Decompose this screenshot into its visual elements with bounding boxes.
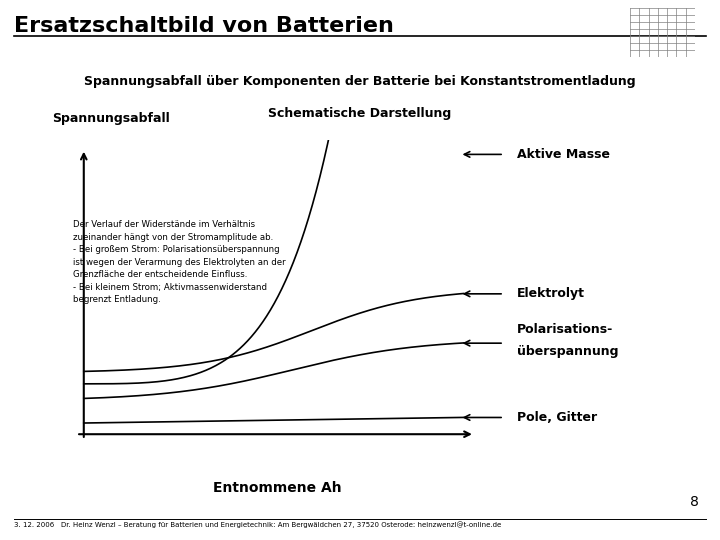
Text: Aktive Masse: Aktive Masse bbox=[517, 148, 610, 161]
Text: Der Verlauf der Widerstände im Verhältnis
zueinander hängt von der Stromamplitud: Der Verlauf der Widerstände im Verhältni… bbox=[73, 220, 286, 305]
Text: Elektrolyt: Elektrolyt bbox=[517, 287, 585, 300]
Text: Polarisations-: Polarisations- bbox=[517, 323, 613, 336]
Text: Spannungsabfall: Spannungsabfall bbox=[53, 112, 170, 125]
Text: Schematische Darstellung: Schematische Darstellung bbox=[269, 107, 451, 120]
Text: 3. 12. 2006: 3. 12. 2006 bbox=[14, 522, 55, 528]
Text: Entnommene Ah: Entnommene Ah bbox=[213, 481, 341, 495]
Text: Dr. Heinz Wenzl – Beratung für Batterien und Energietechnik: Am Bergwäldchen 27,: Dr. Heinz Wenzl – Beratung für Batterien… bbox=[61, 522, 501, 528]
Text: Ersatzschaltbild von Batterien: Ersatzschaltbild von Batterien bbox=[14, 16, 395, 36]
Text: 8: 8 bbox=[690, 495, 698, 509]
Text: überspannung: überspannung bbox=[517, 345, 618, 358]
Text: Spannungsabfall über Komponenten der Batterie bei Konstantstromentladung: Spannungsabfall über Komponenten der Bat… bbox=[84, 75, 636, 87]
Text: Pole, Gitter: Pole, Gitter bbox=[517, 411, 597, 424]
